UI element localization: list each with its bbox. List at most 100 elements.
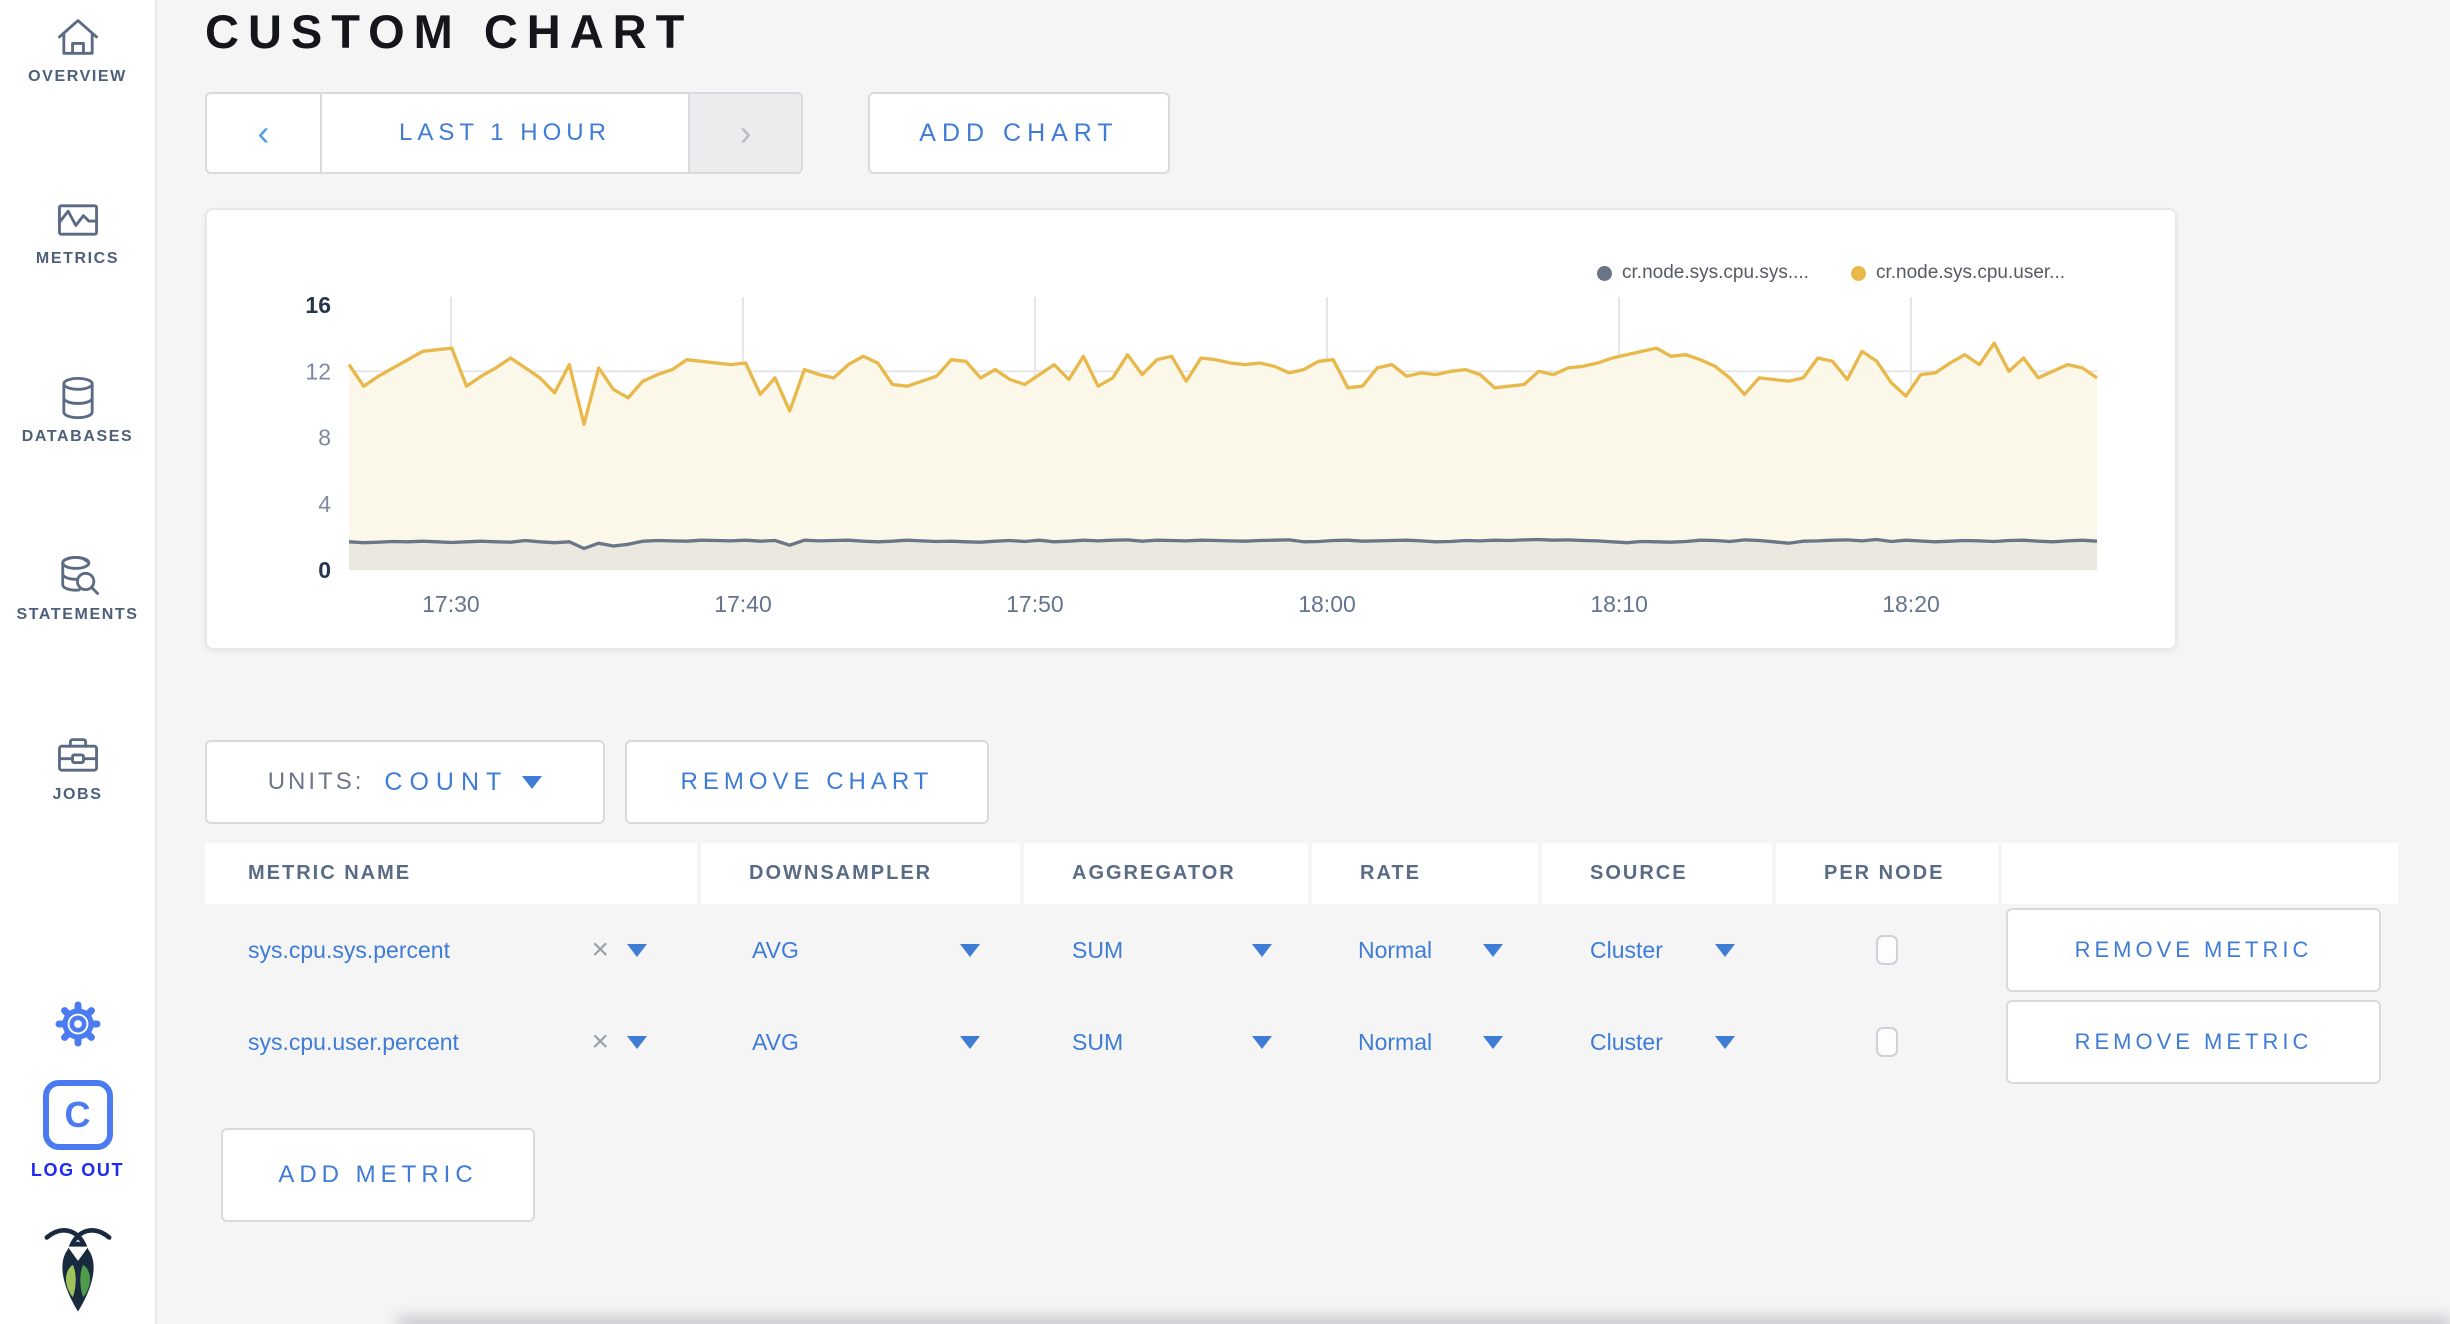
legend-dot-user (1850, 265, 1866, 281)
aggregator-dropdown[interactable]: SUM (1024, 904, 1308, 996)
svg-text:17:40: 17:40 (714, 591, 772, 617)
per-node-checkbox[interactable] (1876, 935, 1898, 965)
rate-value: Normal (1358, 936, 1433, 963)
chevron-down-icon (522, 775, 543, 789)
time-range-selector: ‹ LAST 1 HOUR › (205, 92, 803, 174)
sidebar-item-statements[interactable]: STATEMENTS (0, 552, 155, 624)
remove-metric-button[interactable]: REMOVE METRIC (2006, 1000, 2381, 1084)
rate-dropdown[interactable]: Normal (1312, 904, 1538, 996)
time-range-dropdown[interactable]: LAST 1 HOUR (322, 94, 688, 172)
per-node-cell (1776, 996, 1998, 1088)
column-header-source: SOURCE (1542, 843, 1772, 904)
aggregator-value: SUM (1072, 1028, 1124, 1055)
sidebar-item-jobs[interactable]: JOBS (0, 732, 155, 804)
actions-cell: REMOVE METRIC (2002, 996, 2398, 1088)
legend-label: cr.node.sys.cpu.sys.... (1622, 262, 1809, 283)
svg-text:17:30: 17:30 (422, 591, 480, 617)
logout-label: LOG OUT (30, 1160, 125, 1180)
sidebar: OVERVIEW METRICS DATABASES STATEMEN (0, 0, 157, 1324)
downsampler-dropdown[interactable]: AVG (701, 904, 1020, 996)
chevron-down-icon (627, 943, 647, 957)
source-value: Cluster (1590, 1028, 1663, 1055)
column-header-rate: RATE (1312, 843, 1538, 904)
sidebar-item-label: DATABASES (21, 428, 134, 445)
metric-name-value: sys.cpu.user.percent (248, 1028, 459, 1055)
chevron-down-icon (960, 943, 980, 957)
cockroach-bug-icon (44, 1228, 111, 1312)
chevron-down-icon (1252, 1035, 1272, 1049)
metrics-table-header: METRIC NAME DOWNSAMPLER AGGREGATOR RATE … (205, 843, 2398, 904)
svg-text:4: 4 (318, 491, 331, 517)
home-icon (57, 19, 98, 55)
rate-dropdown[interactable]: Normal (1312, 996, 1538, 1088)
chevron-down-icon (1483, 943, 1503, 957)
cockroach-c-letter: C (64, 1094, 91, 1135)
column-header-aggregator: AGGREGATOR (1024, 843, 1308, 904)
metrics-icon (57, 204, 98, 236)
chevron-down-icon (1715, 1035, 1735, 1049)
time-range-next-button[interactable]: › (688, 94, 801, 172)
settings-button[interactable] (0, 1000, 155, 1048)
chart-card: 17:30 17:40 17:50 18:00 18:10 18:20 0 4 8 12 16 cr… (205, 208, 2177, 650)
chart-legend: cr.node.sys.cpu.sys.... cr.node.sys.cpu.… (1597, 262, 2065, 284)
chevron-down-icon (627, 1035, 647, 1049)
actions-cell: REMOVE METRIC (2002, 904, 2398, 996)
chevron-down-icon (960, 1035, 980, 1049)
time-range-prev-button[interactable]: ‹ (207, 94, 322, 172)
column-header-actions (2002, 843, 2398, 904)
svg-text:8: 8 (318, 425, 331, 451)
databases-icon (61, 376, 94, 420)
column-header-downsampler: DOWNSAMPLER (701, 843, 1020, 904)
units-value: COUNT (384, 767, 509, 796)
column-header-metric-name: METRIC NAME (205, 843, 697, 904)
metric-name-dropdown[interactable]: sys.cpu.user.percent × (205, 996, 697, 1088)
legend-label: cr.node.sys.cpu.user... (1875, 262, 2065, 283)
downsampler-dropdown[interactable]: AVG (701, 996, 1020, 1088)
chevron-left-icon: ‹ (257, 112, 270, 153)
units-dropdown[interactable]: UNITS: COUNT (205, 740, 605, 824)
page-title: CUSTOM CHART (205, 5, 694, 58)
source-dropdown[interactable]: Cluster (1542, 904, 1772, 996)
sidebar-item-overview[interactable]: OVERVIEW (0, 14, 155, 86)
sidebar-item-label: JOBS (52, 786, 103, 803)
source-dropdown[interactable]: Cluster (1542, 996, 1772, 1088)
sidebar-item-databases[interactable]: DATABASES (0, 374, 155, 446)
statements-icon (60, 556, 99, 595)
remove-chart-button[interactable]: REMOVE CHART (625, 740, 989, 824)
table-row: sys.cpu.sys.percent × AVG SUM Normal Clu… (205, 904, 2398, 996)
clear-metric-button[interactable]: × (591, 933, 609, 966)
time-range-label: LAST 1 HOUR (399, 119, 611, 146)
logout-button[interactable]: C LOG OUT (0, 1080, 155, 1181)
sidebar-item-metrics[interactable]: METRICS (0, 196, 155, 268)
clear-metric-button[interactable]: × (591, 1025, 609, 1058)
svg-text:12: 12 (305, 358, 331, 384)
svg-text:18:20: 18:20 (1882, 591, 1940, 617)
chevron-down-icon (1252, 943, 1272, 957)
sidebar-item-label: STATEMENTS (16, 606, 139, 623)
svg-text:18:00: 18:00 (1298, 591, 1356, 617)
rate-value: Normal (1358, 1028, 1433, 1055)
svg-text:0: 0 (318, 557, 331, 583)
legend-entry: cr.node.sys.cpu.sys.... (1597, 262, 1809, 284)
source-value: Cluster (1590, 936, 1663, 963)
brand-logo (0, 1218, 155, 1322)
add-metric-button[interactable]: ADD METRIC (221, 1128, 535, 1222)
per-node-cell (1776, 904, 1998, 996)
remove-metric-button[interactable]: REMOVE METRIC (2006, 908, 2381, 992)
aggregator-dropdown[interactable]: SUM (1024, 996, 1308, 1088)
chevron-down-icon (1483, 1035, 1503, 1049)
chevron-down-icon (1715, 943, 1735, 957)
svg-text:17:50: 17:50 (1006, 591, 1064, 617)
sidebar-item-label: METRICS (35, 250, 120, 267)
sidebar-item-label: OVERVIEW (28, 68, 127, 85)
add-chart-button[interactable]: ADD CHART (868, 92, 1170, 174)
legend-dot-sys (1597, 265, 1613, 281)
timeseries-plot: 17:30 17:40 17:50 18:00 18:10 18:20 0 4 8 12 16 (305, 292, 2098, 617)
per-node-checkbox[interactable] (1876, 1027, 1898, 1057)
column-header-per-node: PER NODE (1776, 843, 1998, 904)
svg-text:16: 16 (305, 292, 331, 318)
metric-name-value: sys.cpu.sys.percent (248, 936, 450, 963)
metric-name-dropdown[interactable]: sys.cpu.sys.percent × (205, 904, 697, 996)
downsampler-value: AVG (752, 936, 799, 963)
